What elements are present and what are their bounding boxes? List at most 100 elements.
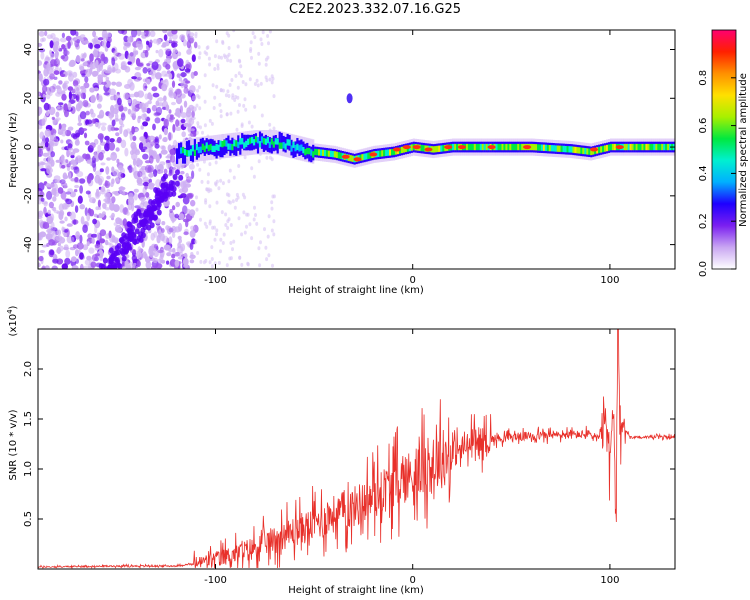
noise-speckle <box>39 161 47 166</box>
signal-core <box>182 146 185 154</box>
spectrogram-y-label: Frequency (Hz) <box>8 112 19 188</box>
noise-speckle <box>210 264 214 269</box>
noise-speckle <box>236 195 240 200</box>
noise-speckle <box>112 169 120 177</box>
noise-speckle <box>97 103 102 109</box>
noise-speckle <box>213 67 217 71</box>
noise-speckle <box>83 265 91 269</box>
noise-speckle <box>267 253 271 258</box>
noise-speckle <box>59 220 65 224</box>
noise-speckle <box>175 201 180 208</box>
noise-speckle <box>107 124 112 132</box>
noise-speckle <box>178 222 183 232</box>
noise-streak <box>171 190 177 197</box>
signal-core <box>379 150 382 157</box>
noise-speckle <box>126 211 130 216</box>
noise-streak <box>146 224 152 231</box>
noise-speckle <box>162 30 168 34</box>
noise-speckle <box>193 41 198 49</box>
noise-speckle <box>141 113 148 121</box>
noise-speckle <box>224 212 228 217</box>
signal-core <box>312 151 315 158</box>
signal-core <box>207 144 210 152</box>
noise-speckle <box>197 55 201 60</box>
signal-peak <box>353 157 362 162</box>
noise-speckle <box>117 97 122 106</box>
noise-speckle <box>178 213 185 220</box>
noise-speckle <box>75 55 81 63</box>
noise-speckle <box>151 247 157 252</box>
noise-speckle <box>74 184 80 189</box>
noise-speckle <box>126 36 131 42</box>
signal-edge <box>239 139 242 155</box>
noise-speckle <box>82 244 89 251</box>
noise-speckle <box>61 32 65 38</box>
noise-streak <box>100 272 105 278</box>
noise-speckle <box>200 179 204 184</box>
noise-speckle <box>146 63 151 67</box>
signal-peak <box>615 145 624 150</box>
signal-core <box>329 150 333 157</box>
colorbar-axes: 0.0 0.2 0.4 0.6 0.8 <box>698 70 736 277</box>
noise-speckle <box>229 223 233 227</box>
noise-speckle <box>43 202 48 207</box>
noise-speckle <box>177 235 182 240</box>
signal-core <box>469 143 473 151</box>
noise-speckle <box>58 80 63 85</box>
noise-speckle <box>186 107 192 114</box>
noise-speckle <box>264 75 268 80</box>
noise-speckle <box>270 200 274 205</box>
noise-speckle <box>90 233 98 238</box>
noise-speckle <box>236 44 240 49</box>
noise-speckle <box>151 104 157 112</box>
noise-speckle <box>42 152 50 157</box>
noise-speckle <box>44 30 48 36</box>
noise-speckle <box>142 82 148 92</box>
noise-speckle <box>221 181 225 186</box>
noise-speckle <box>94 170 102 177</box>
signal-core <box>391 149 394 156</box>
noise-speckle <box>74 40 80 48</box>
noise-speckle <box>108 111 114 115</box>
noise-speckle <box>230 78 234 82</box>
noise-speckle <box>38 212 42 217</box>
noise-speckle <box>95 59 99 69</box>
noise-speckle <box>38 199 42 205</box>
noise-speckle <box>242 103 246 108</box>
noise-speckle <box>163 95 167 102</box>
noise-speckle <box>250 124 254 129</box>
noise-speckle <box>132 259 138 263</box>
noise-speckle <box>52 196 57 202</box>
noise-speckle <box>261 30 265 35</box>
noise-streak <box>102 257 108 264</box>
noise-speckle <box>49 73 55 80</box>
noise-speckle <box>101 211 106 217</box>
noise-speckle <box>146 78 151 85</box>
noise-speckle <box>129 132 133 141</box>
noise-speckle <box>167 173 172 177</box>
noise-speckle <box>115 147 120 152</box>
noise-speckle <box>239 64 243 69</box>
signal-core <box>245 140 248 148</box>
signal-edge <box>292 142 295 158</box>
noise-speckle <box>75 31 79 37</box>
noise-speckle <box>49 213 55 222</box>
noise-speckle <box>250 166 254 171</box>
noise-speckle <box>106 32 112 38</box>
noise-speckle <box>180 80 185 89</box>
noise-speckle <box>268 30 272 34</box>
noise-speckle <box>60 127 67 137</box>
noise-speckle <box>145 261 152 269</box>
noise-speckle <box>177 58 184 68</box>
noise-speckle <box>59 37 67 43</box>
signal-core <box>213 145 216 152</box>
noise-speckle <box>115 132 120 137</box>
noise-speckle <box>148 135 156 141</box>
noise-streak <box>138 212 144 219</box>
noise-speckle <box>139 31 146 36</box>
noise-speckle <box>70 236 75 243</box>
noise-speckle <box>85 110 90 116</box>
signal-core <box>381 150 384 157</box>
noise-speckle <box>65 198 73 205</box>
noise-speckle <box>119 185 124 195</box>
